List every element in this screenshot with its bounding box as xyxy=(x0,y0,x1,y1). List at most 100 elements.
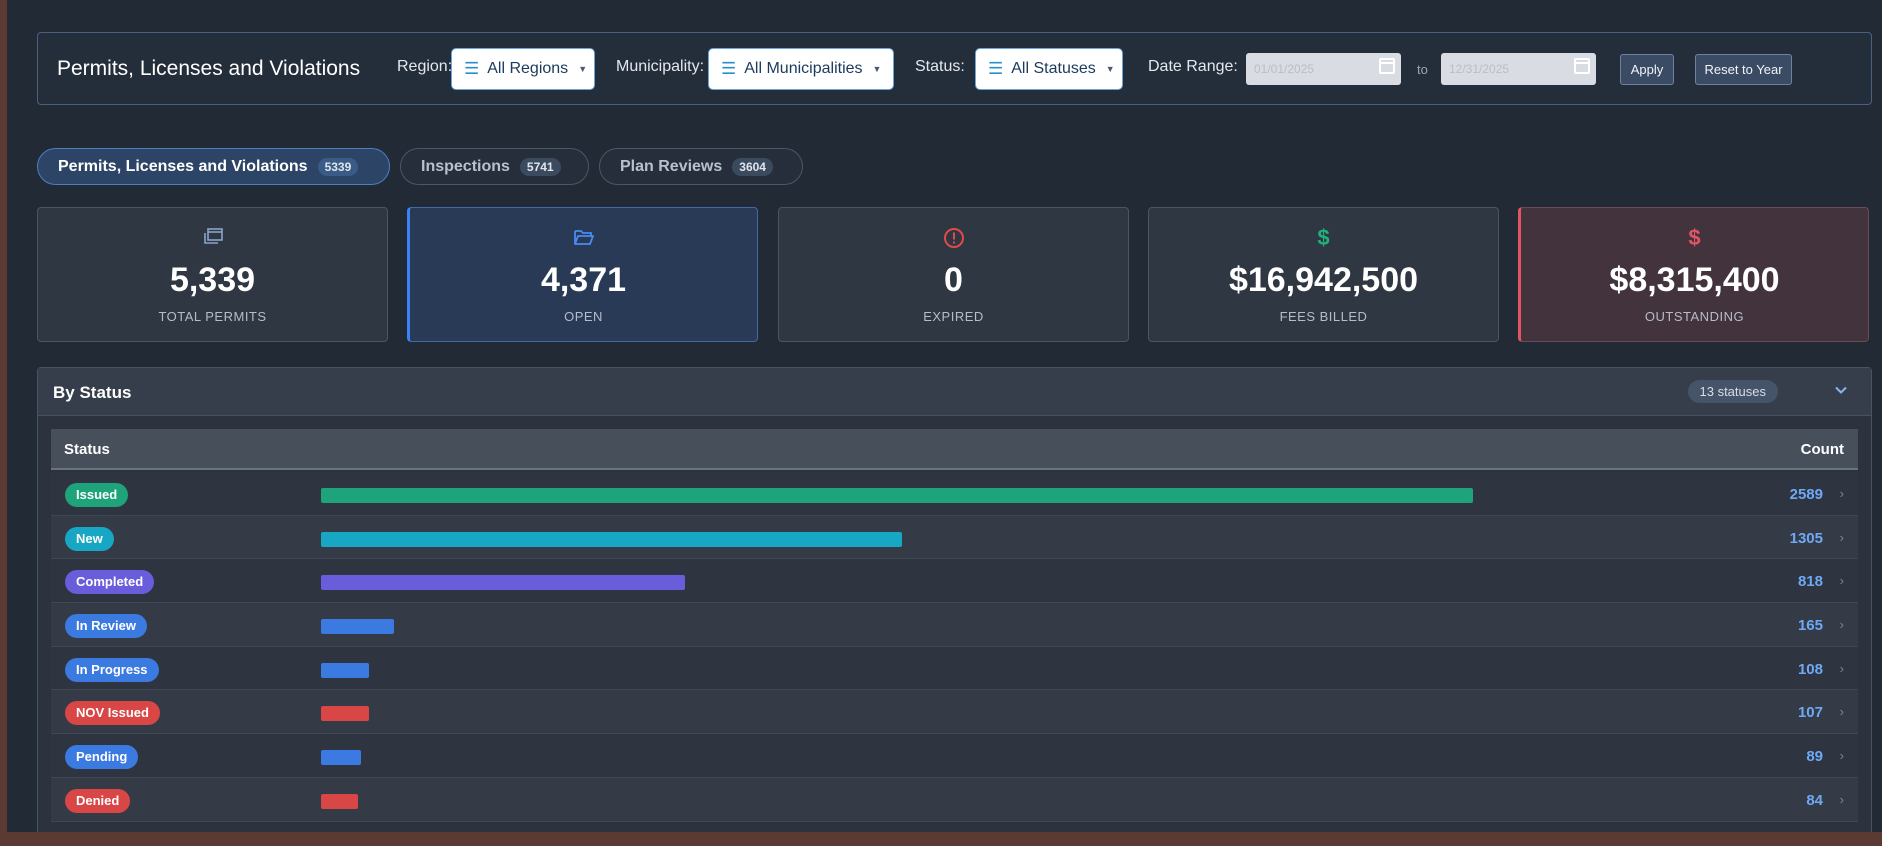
kpi-label: FEES BILLED xyxy=(1279,309,1368,324)
date-from-value: 01/01/2025 xyxy=(1254,62,1315,76)
status-bar xyxy=(321,488,1473,503)
list-icon: ☰ xyxy=(464,59,480,78)
tab-count: 3604 xyxy=(732,157,773,176)
column-header-status[interactable]: Status xyxy=(64,441,110,458)
kpi-label: TOTAL PERMITS xyxy=(158,309,267,324)
status-count: 107 xyxy=(1797,704,1823,722)
status-badge: In Review xyxy=(65,614,147,639)
status-badge: NOV Issued xyxy=(65,701,160,726)
status-dropdown[interactable]: ☰ All Statuses ▼ xyxy=(975,48,1123,90)
alert-circle-icon xyxy=(943,228,964,248)
kpi-fees-billed: $ $16,942,500 FEES BILLED xyxy=(1148,207,1499,342)
kpi-outstanding: $ $8,315,400 OUTSTANDING xyxy=(1518,207,1869,342)
tab-count: 5339 xyxy=(317,157,359,176)
region-value: All Regions xyxy=(487,60,569,77)
apply-button[interactable]: Apply xyxy=(1620,54,1674,85)
status-table-body: Issued 2589 › New 1305 › Completed 818 › In Revie… xyxy=(51,472,1858,822)
region-dropdown[interactable]: ☰ All Regions ▼ xyxy=(451,48,595,90)
table-row[interactable]: In Progress 108 › xyxy=(51,646,1858,691)
tab-label: Plan Reviews xyxy=(620,157,723,175)
status-count: 89 xyxy=(1806,748,1823,766)
chevron-right-icon: › xyxy=(1839,617,1844,633)
status-badge: Pending xyxy=(65,745,139,770)
kpi-value: 4,371 xyxy=(540,261,627,299)
kpi-value: $16,942,500 xyxy=(1228,261,1419,299)
reset-to-year-button[interactable]: Reset to Year xyxy=(1695,54,1792,85)
status-bar xyxy=(321,706,369,722)
chevron-right-icon: › xyxy=(1839,573,1844,589)
status-bar xyxy=(321,575,685,591)
status-bar xyxy=(321,662,369,678)
status-badge: Denied xyxy=(65,788,131,813)
panel-header[interactable]: By Status 13 statuses xyxy=(38,368,1871,416)
filter-bar: Permits, Licenses and Violations Region:… xyxy=(37,32,1872,105)
status-count: 1305 xyxy=(1789,529,1823,547)
column-header-count[interactable]: Count xyxy=(1800,441,1844,458)
kpi-total-permits: 5,339 TOTAL PERMITS xyxy=(37,207,388,342)
panel-title: By Status xyxy=(53,383,132,402)
status-bar xyxy=(321,531,902,547)
date-to-input[interactable]: 12/31/2025 xyxy=(1441,53,1596,85)
municipality-value: All Municipalities xyxy=(744,60,863,77)
chevron-right-icon: › xyxy=(1839,791,1844,807)
status-bar xyxy=(321,793,358,809)
table-row[interactable]: In Review 165 › xyxy=(51,603,1858,647)
status-bar xyxy=(321,619,394,635)
chevron-right-icon: › xyxy=(1839,529,1844,545)
list-icon: ☰ xyxy=(721,59,737,78)
status-badge: In Progress xyxy=(65,657,159,682)
chevron-right-icon: › xyxy=(1839,660,1844,676)
status-bar xyxy=(321,750,361,766)
table-row[interactable]: Denied 84 › xyxy=(51,777,1858,822)
table-row[interactable]: Issued 2589 › xyxy=(51,472,1858,516)
by-status-panel: By Status 13 statuses Status Count Issue… xyxy=(37,367,1872,832)
calendar-icon[interactable] xyxy=(1379,58,1395,74)
table-row[interactable]: Pending 89 › xyxy=(51,734,1858,778)
status-badge: Completed xyxy=(65,570,155,595)
kpi-open: 4,371 OPEN xyxy=(407,207,758,342)
tab-label: Permits, Licenses and Violations xyxy=(58,157,308,175)
chevron-right-icon: › xyxy=(1839,704,1844,720)
date-from-input[interactable]: 01/01/2025 xyxy=(1246,53,1401,85)
caret-down-icon: ▼ xyxy=(578,64,588,74)
kpi-label: OPEN xyxy=(564,309,603,324)
date-to-value: 12/31/2025 xyxy=(1449,62,1510,76)
tab-inspections[interactable]: Inspections 5741 xyxy=(400,148,589,185)
to-label: to xyxy=(1417,62,1428,77)
table-header: Status Count xyxy=(51,429,1858,470)
status-count: 2589 xyxy=(1789,486,1823,503)
status-count: 165 xyxy=(1797,617,1823,635)
kpi-label: EXPIRED xyxy=(923,309,984,324)
status-badge: New xyxy=(65,526,114,551)
tab-permits[interactable]: Permits, Licenses and Violations 5339 xyxy=(37,148,390,185)
status-count: 108 xyxy=(1797,660,1823,678)
status-count-badge: 13 statuses xyxy=(1687,380,1778,403)
tab-plan-reviews[interactable]: Plan Reviews 3604 xyxy=(599,148,803,185)
table-row[interactable]: Completed 818 › xyxy=(51,559,1858,604)
kpi-expired: 0 EXPIRED xyxy=(778,207,1129,342)
region-label: Region: xyxy=(397,58,453,75)
status-value: All Statuses xyxy=(1011,60,1096,77)
table-row[interactable]: New 1305 › xyxy=(51,515,1858,560)
status-label: Status: xyxy=(915,58,965,75)
status-count: 84 xyxy=(1806,791,1823,809)
table-row[interactable]: NOV Issued 107 › xyxy=(51,690,1858,735)
caret-down-icon: ▼ xyxy=(872,64,882,74)
date-range-label: Date Range: xyxy=(1148,58,1238,75)
tab-label: Inspections xyxy=(421,157,510,175)
chevron-down-icon[interactable] xyxy=(1833,382,1849,398)
kpi-label: OUTSTANDING xyxy=(1644,309,1745,324)
list-icon: ☰ xyxy=(988,59,1004,78)
folder-open-icon xyxy=(573,230,594,245)
app-window: Permits, Licenses and Violations Region:… xyxy=(7,0,1882,832)
page-title: Permits, Licenses and Violations xyxy=(57,57,361,80)
tab-count: 5741 xyxy=(519,157,561,176)
status-badge: Issued xyxy=(65,483,129,507)
municipality-label: Municipality: xyxy=(616,58,705,75)
status-count: 818 xyxy=(1797,573,1823,591)
caret-down-icon: ▼ xyxy=(1105,64,1115,74)
chevron-right-icon: › xyxy=(1839,486,1844,501)
calendar-icon[interactable] xyxy=(1574,58,1590,74)
dollar-icon: $ xyxy=(1317,225,1330,250)
municipality-dropdown[interactable]: ☰ All Municipalities ▼ xyxy=(708,48,894,90)
